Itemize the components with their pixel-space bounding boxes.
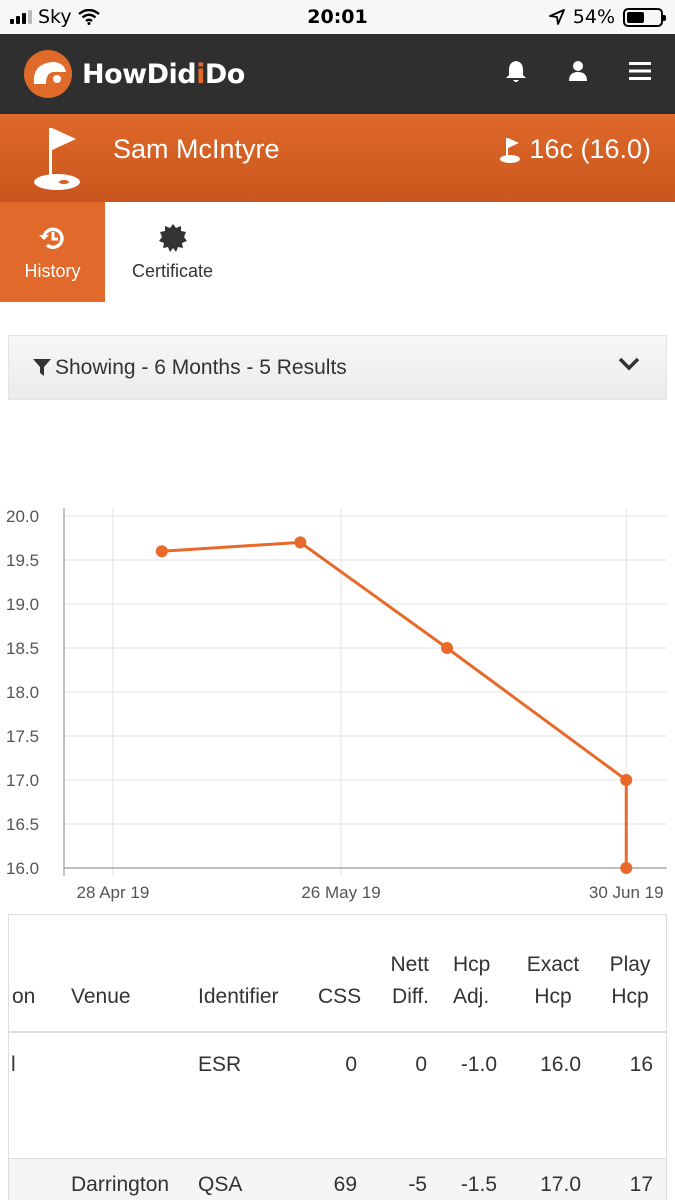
menu-icon[interactable] bbox=[627, 58, 653, 84]
header-line: Adj. bbox=[453, 985, 490, 1008]
filter-icon bbox=[33, 358, 51, 377]
x-tick-label: 26 May 19 bbox=[301, 883, 380, 902]
table-row[interactable]: Darrington QSA 69 -5 -1.5 17.0 17 bbox=[9, 1159, 666, 1200]
small-flag-icon bbox=[500, 137, 521, 163]
cell-identifier: ESR bbox=[198, 1053, 242, 1076]
cell-play-hcp: 16 bbox=[629, 1053, 653, 1076]
y-tick-label: 19.5 bbox=[6, 551, 39, 570]
wifi-icon bbox=[77, 9, 100, 25]
badge-icon bbox=[158, 223, 187, 252]
bell-icon[interactable] bbox=[503, 58, 529, 84]
cell-exact-hcp: 16.0 bbox=[540, 1053, 581, 1076]
col-header-venue[interactable]: Venue bbox=[71, 985, 131, 1008]
y-tick-label: 18.5 bbox=[6, 639, 39, 658]
carrier-label: Sky bbox=[38, 6, 72, 28]
header-line: Hcp bbox=[453, 953, 491, 976]
table-row[interactable]: l ESR 0 0 -1.0 16.0 16 bbox=[9, 1035, 666, 1159]
col-header-hcp-adj[interactable]: Hcp Adj. bbox=[453, 949, 490, 1013]
status-bar: Sky 20:01 54% bbox=[0, 0, 675, 34]
filter-label: Showing - 6 Months - 5 Results bbox=[55, 355, 347, 379]
y-tick-label: 17.0 bbox=[6, 771, 39, 790]
x-tick-label: 28 Apr 19 bbox=[77, 883, 150, 902]
logo-icon bbox=[24, 50, 72, 98]
handicap-value: 16c (16.0) bbox=[529, 134, 651, 164]
results-table: on Venue Identifier CSS Nett Diff. Hcp Adj… bbox=[8, 914, 667, 1200]
tab-history-label: History bbox=[24, 260, 81, 281]
cell-hcp-adj: -1.5 bbox=[460, 1173, 497, 1196]
golf-flag-icon bbox=[34, 128, 80, 190]
y-tick-label: 16.5 bbox=[6, 815, 39, 834]
cell-hcp-adj: -1.0 bbox=[460, 1053, 497, 1076]
header-line: Play bbox=[609, 953, 651, 976]
cell-competition: l bbox=[11, 1053, 16, 1076]
y-tick-label: 16.0 bbox=[6, 859, 39, 878]
filter-dropdown[interactable]: Showing - 6 Months - 5 Results bbox=[8, 335, 667, 400]
data-point bbox=[294, 536, 307, 549]
header-line: Hcp bbox=[534, 985, 572, 1008]
logo[interactable]: HowDidiDo bbox=[24, 50, 245, 98]
col-header-nett-diff[interactable]: Nett Diff. bbox=[377, 949, 429, 1013]
logo-text-accent: i bbox=[196, 58, 205, 90]
battery-fill bbox=[627, 11, 645, 23]
header-line: Nett bbox=[390, 953, 429, 976]
logo-text-part: Do bbox=[204, 58, 245, 90]
cell-nett-diff: -5 bbox=[408, 1173, 427, 1196]
cell-nett-diff: 0 bbox=[415, 1053, 427, 1076]
col-header-identifier[interactable]: Identifier bbox=[198, 985, 279, 1008]
y-tick-label: 17.5 bbox=[6, 727, 39, 746]
data-point bbox=[155, 545, 168, 558]
data-point bbox=[620, 862, 633, 874]
col-header-play-hcp[interactable]: Play Hcp bbox=[605, 949, 655, 1013]
tab-certificate-label: Certificate bbox=[131, 260, 214, 281]
clock: 20:01 bbox=[307, 6, 368, 28]
battery-percent: 54% bbox=[572, 6, 615, 28]
series-line bbox=[161, 540, 628, 868]
header-actions bbox=[503, 58, 653, 84]
logo-text-part: HowDid bbox=[82, 58, 197, 90]
chevron-down-icon[interactable] bbox=[618, 356, 640, 372]
col-header-css[interactable]: CSS bbox=[318, 985, 362, 1008]
battery-icon bbox=[623, 7, 666, 27]
logo-text: HowDidiDo bbox=[82, 59, 245, 90]
header-line: Diff. bbox=[392, 985, 429, 1008]
x-tick-label: 30 Jun 19 bbox=[589, 883, 664, 902]
header-line: Hcp bbox=[611, 985, 649, 1008]
player-bar: Sam McIntyre 16c (16.0) bbox=[0, 114, 675, 202]
table-header: on Venue Identifier CSS Nett Diff. Hcp Adj… bbox=[9, 915, 666, 1033]
y-tick-label: 20.0 bbox=[6, 507, 39, 526]
status-left: Sky bbox=[10, 6, 100, 28]
cell-play-hcp: 17 bbox=[629, 1173, 653, 1196]
data-point bbox=[440, 642, 453, 654]
status-right: 54% bbox=[548, 6, 666, 28]
tab-bar: History Certificate bbox=[0, 202, 675, 302]
col-header-competition[interactable]: on bbox=[12, 985, 36, 1008]
tab-history[interactable]: History bbox=[0, 202, 105, 302]
signal-icon bbox=[10, 10, 32, 24]
col-header-exact-hcp[interactable]: Exact Hcp bbox=[523, 949, 583, 1013]
location-arrow-icon bbox=[548, 9, 565, 25]
player-handicap: 16c (16.0) bbox=[499, 134, 651, 165]
history-icon bbox=[38, 227, 64, 249]
chart-svg: 20.0 19.5 19.0 18.5 18.0 17.5 17.0 16.5 16.0 28 A… bbox=[6, 507, 667, 902]
cell-venue: Darrington bbox=[71, 1173, 170, 1196]
user-icon[interactable] bbox=[565, 58, 591, 84]
y-tick-label: 18.0 bbox=[6, 683, 39, 702]
header-line: Exact bbox=[526, 953, 580, 976]
tab-certificate[interactable]: Certificate bbox=[120, 202, 225, 302]
app-header: HowDidiDo bbox=[0, 34, 675, 114]
handicap-chart: 20.0 19.5 19.0 18.5 18.0 17.5 17.0 16.5 16.0 28 A… bbox=[0, 480, 675, 920]
y-tick-label: 19.0 bbox=[6, 595, 39, 614]
cell-identifier: QSA bbox=[198, 1173, 243, 1196]
player-name: Sam McIntyre bbox=[113, 134, 280, 164]
cell-exact-hcp: 17.0 bbox=[540, 1173, 581, 1196]
cell-css: 69 bbox=[333, 1173, 357, 1196]
data-point bbox=[620, 774, 633, 786]
cell-css: 0 bbox=[345, 1053, 357, 1076]
